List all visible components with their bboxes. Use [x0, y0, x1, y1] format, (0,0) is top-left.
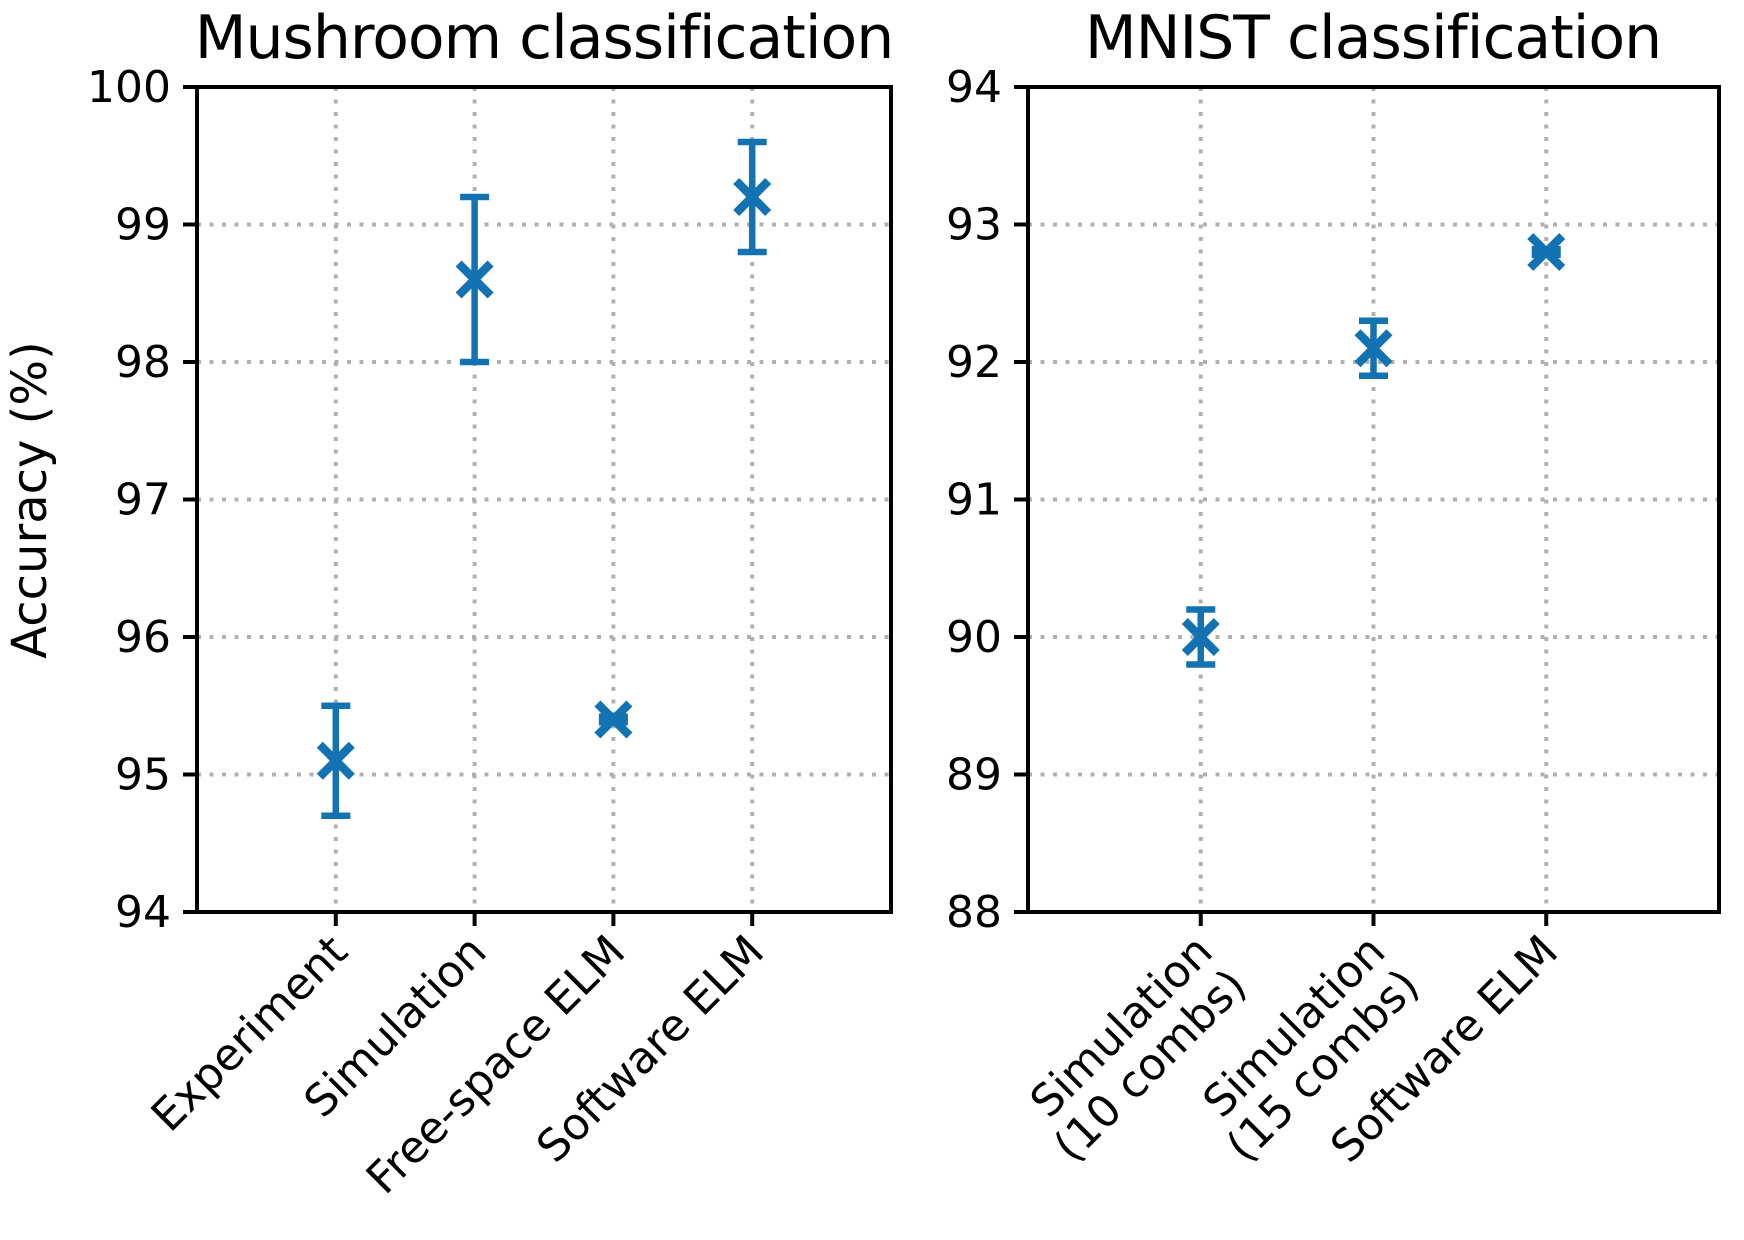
x-marker-stroke: [594, 700, 633, 739]
y-axis-label: Accuracy (%): [2, 341, 58, 658]
x-marker-stroke: [1527, 232, 1566, 272]
data-point: [1527, 232, 1566, 272]
x-tick-label-line: Free-space ELM: [357, 926, 635, 1204]
mushroom-classification-plot: 949596979899100ExperimentSimulationFree-…: [87, 62, 893, 1204]
y-tick-label: 96: [115, 612, 171, 663]
data-point: [733, 138, 772, 256]
axes: [183, 85, 893, 926]
y-tick-label: 100: [87, 62, 171, 113]
y-tick-label: 97: [115, 475, 171, 526]
data-point: [1354, 317, 1393, 379]
y-tick-label: 94: [115, 887, 171, 938]
y-tick-label: 88: [946, 887, 1002, 938]
x-marker: [733, 177, 772, 217]
x-marker-stroke: [316, 741, 355, 780]
y-tick-label: 89: [946, 750, 1002, 801]
data-point: [594, 700, 633, 739]
y-tick-label: 93: [946, 200, 1002, 251]
x-marker-stroke: [733, 177, 772, 217]
x-marker: [1527, 232, 1566, 272]
axes: [1014, 85, 1721, 926]
data-point: [1181, 606, 1220, 668]
x-marker: [1181, 617, 1220, 657]
y-tick-label: 99: [115, 200, 171, 251]
x-marker-stroke: [1354, 329, 1393, 368]
left-chart-title: Mushroom classification: [195, 3, 893, 73]
y-tick-label: 92: [946, 337, 1002, 388]
x-marker-stroke: [455, 260, 494, 299]
x-tick-label: Free-space ELM: [357, 926, 635, 1204]
x-marker: [316, 741, 355, 780]
y-tick-label: 91: [946, 475, 1002, 526]
x-marker-stroke: [1181, 617, 1220, 657]
data-series: [316, 138, 772, 819]
x-marker: [594, 700, 633, 739]
data-point: [455, 193, 494, 366]
tick-labels: 949596979899100ExperimentSimulationFree-…: [87, 62, 774, 1204]
y-tick-label: 95: [115, 750, 171, 801]
y-tick-label: 94: [946, 62, 1002, 113]
right-chart-title: MNIST classification: [1085, 3, 1661, 73]
x-marker: [455, 260, 494, 299]
x-marker: [1354, 329, 1393, 368]
y-tick-label: 90: [946, 612, 1002, 663]
data-series: [1181, 232, 1566, 668]
data-point: [316, 702, 355, 819]
gridlines: [197, 87, 891, 912]
gridlines: [1028, 87, 1719, 912]
y-tick-label: 98: [115, 337, 171, 388]
